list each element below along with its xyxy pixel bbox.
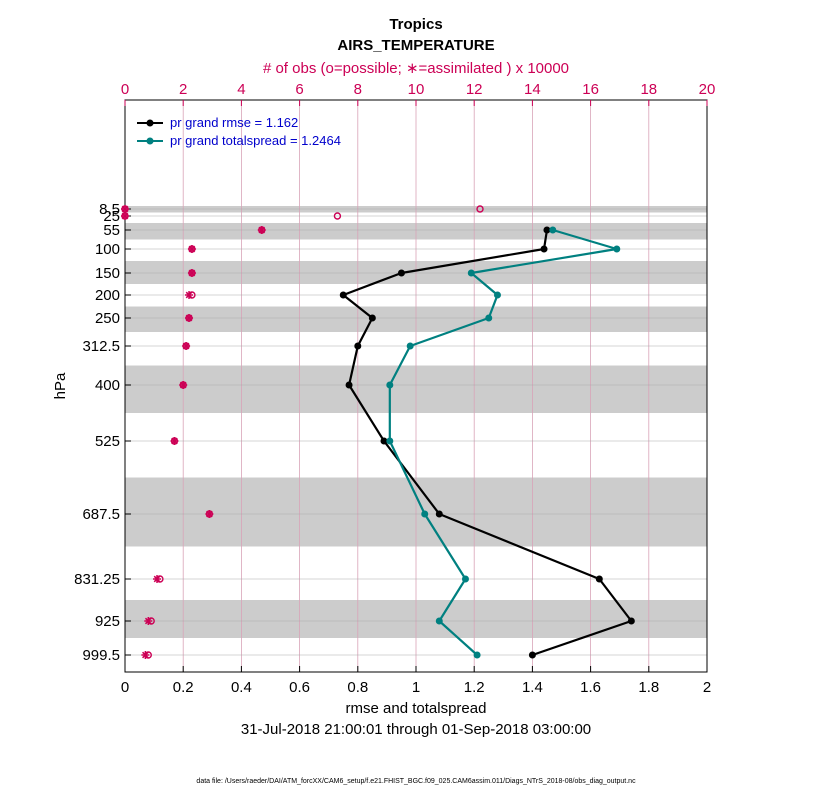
level-grid-lines [125,208,707,656]
y-tick-label: 25 [103,208,120,225]
y-tick-label: 150 [95,265,120,282]
series-point-0 [435,510,443,518]
y-tick-label: 831.25 [74,571,120,588]
y-tick-label: 999.5 [82,647,120,664]
legend-marker-spread [146,137,154,145]
obs-assimilated-marker [141,651,150,659]
obs-assimilated-marker [185,314,194,322]
series-point-1 [406,342,414,350]
legend-label-spread: pr grand totalspread = 1.2464 [170,133,341,148]
chart-title: Tropics [389,16,442,33]
x-tick-label: 0.2 [173,679,194,696]
x-tick-label: 0.4 [231,679,252,696]
x-tick-label: 0.8 [347,679,368,696]
series-point-1 [613,245,621,253]
series-point-0 [354,342,362,350]
x-tick-label: 0.6 [289,679,310,696]
y-tick-label: 8.5 [99,201,120,218]
data-file-footer: data file: /Users/raeder/DAI/ATM_forcXX/… [196,778,636,785]
y-tick-label: 250 [95,310,120,327]
top-tick-label: 12 [466,81,483,98]
legend-label-rmse: pr grand rmse = 1.162 [170,115,298,130]
top-tick-label: 2 [179,81,187,98]
series-point-1 [435,617,443,625]
top-tick-label: 14 [524,81,541,98]
series-point-0 [595,575,603,583]
series-point-1 [549,226,557,234]
top-tick-label: 20 [699,81,716,98]
top-tick-label: 8 [354,81,362,98]
y-tick-label: 100 [95,241,120,258]
series-point-0 [345,381,353,389]
obs-possible-marker [333,212,342,220]
series-point-1 [461,575,469,583]
grid-lines [182,100,650,672]
x-tick-label: 2 [703,679,711,696]
series-point-1 [485,314,493,322]
series-point-0 [339,291,347,299]
x-axis-label: rmse and totalspread [346,700,487,717]
y-tick-label: 200 [95,287,120,304]
y-axis-label: hPa [52,372,69,399]
y-tick-label: 312.5 [82,338,120,355]
y-tick-label: 687.5 [82,506,120,523]
x-axis-ticks: 0 0.2 0.4 0.6 0.8 1 1.2 1.4 1.6 1.8 2 [121,666,711,696]
x-tick-label: 0 [121,679,129,696]
x-tick-label: 1 [412,679,420,696]
obs-assimilated-marker [205,510,214,518]
top-axis-label: # of obs (o=possible; ∗=assimilated ) x … [263,60,569,77]
obs-assimilated-marker [153,575,162,583]
obs-assimilated-marker [144,617,153,625]
x-tick-label: 1.8 [638,679,659,696]
date-range-label: 31-Jul-2018 21:00:01 through 01-Sep-2018… [241,721,591,738]
series-point-1 [386,381,394,389]
obs-assimilated-marker [257,226,266,234]
series-point-0 [540,245,548,253]
x-tick-label: 1.2 [464,679,485,696]
series-point-1 [386,437,394,445]
y-tick-label: 525 [95,433,120,450]
series-point-0 [627,617,635,625]
obs-assimilated-marker [179,381,188,389]
series-point-1 [473,651,481,659]
top-tick-label: 16 [582,81,599,98]
series-point-0 [368,314,376,322]
series-point-0 [528,651,536,659]
obs-assimilated-marker [121,212,129,220]
obs-assimilated-marker [182,342,191,350]
series-point-0 [397,269,405,277]
obs-assimilated-marker [185,291,194,299]
y-tick-label: 925 [95,613,120,630]
y-tick-label: 55 [103,222,120,239]
obs-markers [121,205,484,659]
series-line-1 [388,228,618,656]
obs-assimilated-marker [187,245,196,253]
series-lines [339,226,635,659]
top-tick-label: 10 [408,81,425,98]
series-point-0 [380,437,388,445]
series-point-1 [421,510,429,518]
legend: pr grand rmse = 1.162 pr grand totalspre… [137,115,341,148]
legend-marker-rmse [146,119,154,127]
top-tick-label: 0 [121,81,129,98]
series-point-0 [543,226,551,234]
x-tick-label: 1.6 [580,679,601,696]
series-line-0 [342,229,633,657]
top-tick-label: 4 [237,81,245,98]
series-point-1 [493,291,501,299]
obs-assimilated-marker [170,437,179,445]
obs-possible-marker [476,205,484,213]
series-point-1 [467,269,475,277]
top-tick-label: 6 [295,81,303,98]
top-axis-ticks: 0 2 4 6 8 10 12 14 16 18 20 [121,81,716,106]
obs-assimilated-marker [121,205,129,213]
top-tick-label: 18 [640,81,657,98]
obs-assimilated-marker [187,269,196,277]
x-tick-label: 1.4 [522,679,543,696]
y-tick-label: 400 [95,377,120,394]
chart-subtitle: AIRS_TEMPERATURE [337,37,494,54]
